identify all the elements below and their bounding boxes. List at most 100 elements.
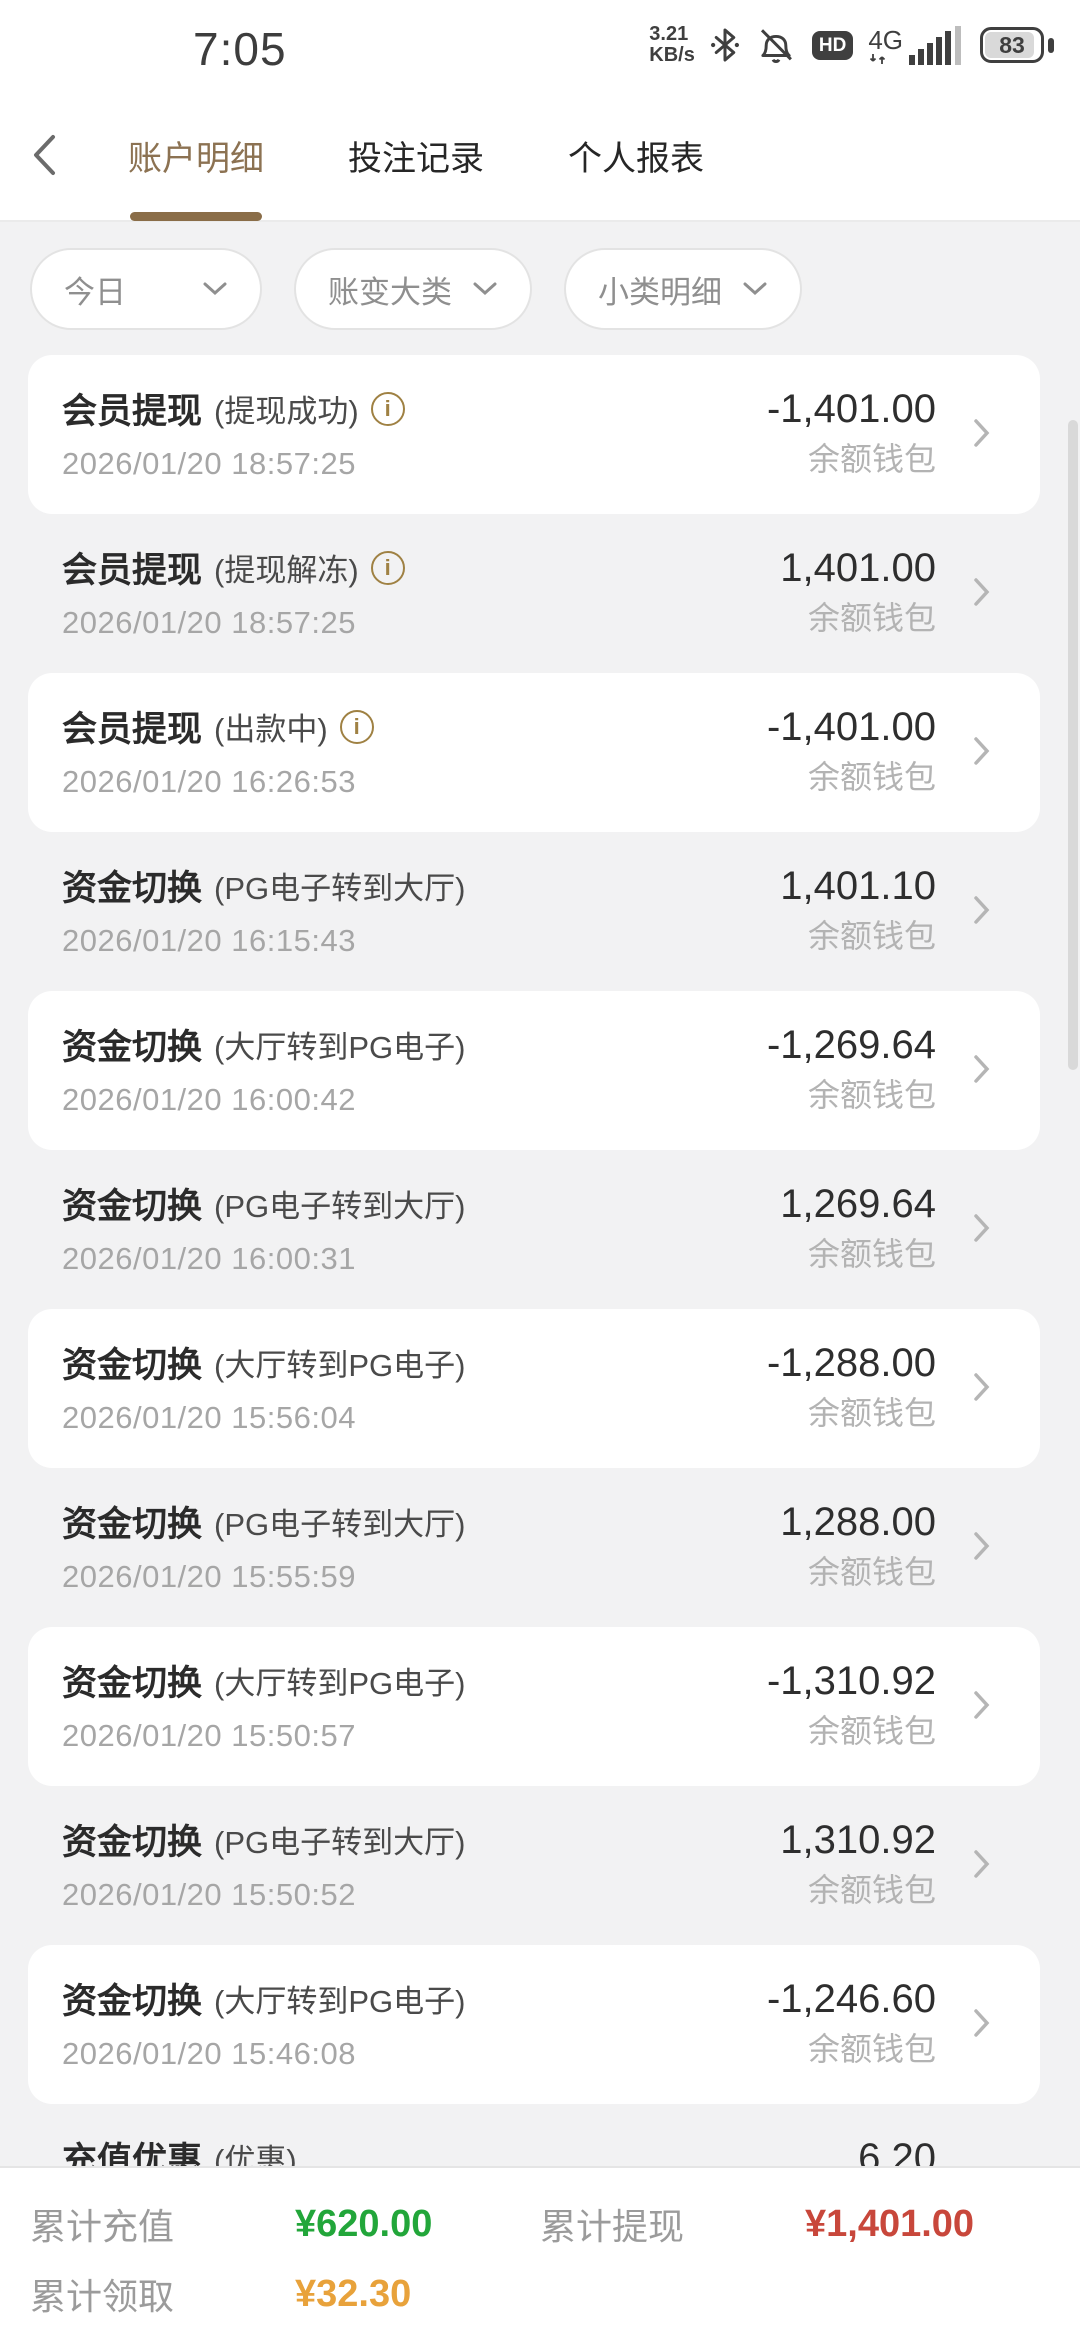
network-type-label: 4G: [868, 27, 903, 65]
network-speed: 3.21 KB/s: [649, 24, 695, 66]
chevron-right-icon: [974, 1849, 990, 1878]
info-icon[interactable]: i: [370, 391, 405, 426]
transaction-row[interactable]: 资金切换 (大厅转到PG电子) 2026/01/20 16:00:42 -1,2…: [28, 991, 1040, 1150]
page-header: 账户明细 投注记录 个人报表: [0, 90, 1080, 222]
total-claimed-label: 累计领取: [30, 2276, 175, 2317]
transaction-row[interactable]: 资金切换 (大厅转到PG电子) 2026/01/20 15:56:04 -1,2…: [28, 1309, 1040, 1468]
battery-fill: [985, 32, 1034, 58]
wallet-label: 余额钱包: [807, 1395, 936, 1431]
transaction-subtype: (PG电子转到大厅): [214, 1825, 466, 1860]
chevron-down-icon: [473, 282, 497, 296]
tab-account-details[interactable]: 账户明细: [128, 89, 264, 221]
tab-label: 投注记录: [348, 139, 484, 178]
filter-subcategory-value: 小类明细: [598, 274, 722, 310]
network-speed-unit: KB/s: [649, 44, 695, 66]
scrollbar[interactable]: [1068, 420, 1078, 1070]
total-claimed: 累计领取 ¥32.30: [30, 2268, 540, 2320]
battery-percent: 83: [999, 31, 1025, 58]
transaction-amount: 1,401.10: [780, 864, 936, 908]
transaction-subtype: (大厅转到PG电子): [214, 1666, 466, 1701]
back-chevron-icon: [34, 135, 55, 175]
tab-bet-records[interactable]: 投注记录: [348, 89, 484, 221]
filter-bar: 今日 账变大类 小类明细: [0, 222, 1080, 336]
chevron-right-icon: [974, 2008, 990, 2037]
transaction-amount: -1,246.60: [766, 1977, 936, 2021]
transaction-subtype: (大厅转到PG电子): [214, 1984, 466, 2019]
chevron-right-icon: [974, 418, 990, 447]
transaction-row[interactable]: 会员提现 (提现解冻) i 2026/01/20 18:57:25 1,401.…: [28, 514, 1040, 673]
filter-subcategory-dropdown[interactable]: 小类明细: [564, 248, 802, 330]
transaction-subtype: (提现解冻): [214, 553, 359, 588]
transaction-datetime: 2026/01/20 15:50:52: [62, 1877, 356, 1912]
clock: 7:05: [193, 23, 287, 75]
total-deposit: 累计充值 ¥620.00: [30, 2198, 540, 2250]
transaction-list[interactable]: 会员提现 (提现成功) i 2026/01/20 18:57:25 -1,401…: [0, 336, 1080, 2166]
transaction-datetime: 2026/01/20 15:46:08: [62, 2036, 356, 2071]
transaction-row[interactable]: 资金切换 (PG电子转到大厅) 2026/01/20 16:15:43 1,40…: [28, 832, 1040, 991]
transaction-type: 资金切换: [62, 1346, 203, 1385]
transaction-type: 资金切换: [62, 1823, 203, 1862]
info-icon[interactable]: i: [370, 550, 405, 585]
wallet-label: 余额钱包: [807, 1713, 936, 1749]
wallet-label: 余额钱包: [807, 1872, 936, 1908]
filter-category-dropdown[interactable]: 账变大类: [294, 248, 532, 330]
wallet-label: 余额钱包: [807, 1554, 936, 1590]
transaction-subtype: (大厅转到PG电子): [214, 1030, 466, 1065]
status-icons: 3.21 KB/s HD 4G: [649, 0, 1054, 90]
filter-category-value: 账变大类: [328, 274, 452, 310]
transaction-row[interactable]: 资金切换 (PG电子转到大厅) 2026/01/20 15:50:52 1,31…: [28, 1786, 1040, 1945]
transaction-subtype: (PG电子转到大厅): [214, 1189, 466, 1224]
total-deposit-value: ¥620.00: [295, 2202, 433, 2245]
transaction-datetime: 2026/01/20 18:57:25: [62, 446, 356, 481]
transaction-type: 资金切换: [62, 1187, 203, 1226]
transaction-amount: -1,401.00: [766, 387, 936, 431]
wallet-label: 余额钱包: [807, 1236, 936, 1272]
total-deposit-label: 累计充值: [30, 2206, 175, 2247]
chevron-right-icon: [974, 1531, 990, 1560]
transaction-datetime: 2026/01/20 16:15:43: [62, 923, 356, 958]
chevron-right-icon: [974, 1213, 990, 1242]
transaction-amount: -1,401.00: [766, 705, 936, 749]
chevron-down-icon: [203, 282, 227, 296]
transaction-amount: 1,269.64: [780, 1182, 936, 1226]
info-icon[interactable]: i: [339, 709, 374, 744]
chevron-right-icon: [974, 895, 990, 924]
wallet-label: 余额钱包: [807, 1077, 936, 1113]
tab-label: 个人报表: [568, 139, 704, 178]
chevron-right-icon: [974, 736, 990, 765]
transaction-row[interactable]: 资金切换 (PG电子转到大厅) 2026/01/20 15:55:59 1,28…: [28, 1468, 1040, 1627]
battery-icon: 83: [980, 27, 1044, 63]
transaction-datetime: 2026/01/20 18:57:25: [62, 605, 356, 640]
wallet-label: 余额钱包: [807, 918, 936, 954]
transaction-type: 充值优惠: [62, 2141, 203, 2166]
total-withdrawal-label: 累计提现: [540, 2206, 685, 2247]
hd-badge: HD: [811, 30, 854, 60]
data-arrows-icon: [870, 54, 886, 64]
transaction-type: 资金切换: [62, 1982, 203, 2021]
transaction-type: 资金切换: [62, 1028, 203, 1067]
wallet-label: 余额钱包: [807, 759, 936, 795]
back-button[interactable]: [30, 132, 58, 178]
status-bar: 7:05 3.21 KB/s HD: [0, 0, 1080, 90]
transaction-datetime: 2026/01/20 16:00:42: [62, 1082, 356, 1117]
transaction-subtype: (优惠): [214, 2143, 297, 2166]
wallet-label: 余额钱包: [807, 2031, 936, 2067]
tab-personal-report[interactable]: 个人报表: [568, 89, 704, 221]
transaction-row[interactable]: 资金切换 (大厅转到PG电子) 2026/01/20 15:46:08 -1,2…: [28, 1945, 1040, 2104]
active-tab-underline: [130, 212, 262, 221]
transaction-amount: -1,288.00: [766, 1341, 936, 1385]
transaction-row[interactable]: 充值优惠 (优惠) 6.20: [28, 2104, 1040, 2166]
total-withdrawal: 累计提现 ¥1,401.00: [540, 2198, 1050, 2250]
tab-label: 账户明细: [128, 139, 264, 178]
transaction-type: 会员提现: [62, 551, 203, 590]
transaction-amount: -1,310.92: [766, 1659, 936, 1703]
chevron-down-icon: [743, 282, 767, 296]
chevron-right-icon: [974, 1372, 990, 1401]
transaction-row[interactable]: 会员提现 (提现成功) i 2026/01/20 18:57:25 -1,401…: [28, 355, 1040, 514]
transaction-datetime: 2026/01/20 15:56:04: [62, 1400, 356, 1435]
transaction-row[interactable]: 资金切换 (PG电子转到大厅) 2026/01/20 16:00:31 1,26…: [28, 1150, 1040, 1309]
filter-date-dropdown[interactable]: 今日: [30, 248, 262, 330]
network-speed-value: 3.21: [649, 23, 689, 45]
transaction-row[interactable]: 会员提现 (出款中) i 2026/01/20 16:26:53 -1,401.…: [28, 673, 1040, 832]
transaction-row[interactable]: 资金切换 (大厅转到PG电子) 2026/01/20 15:50:57 -1,3…: [28, 1627, 1040, 1786]
